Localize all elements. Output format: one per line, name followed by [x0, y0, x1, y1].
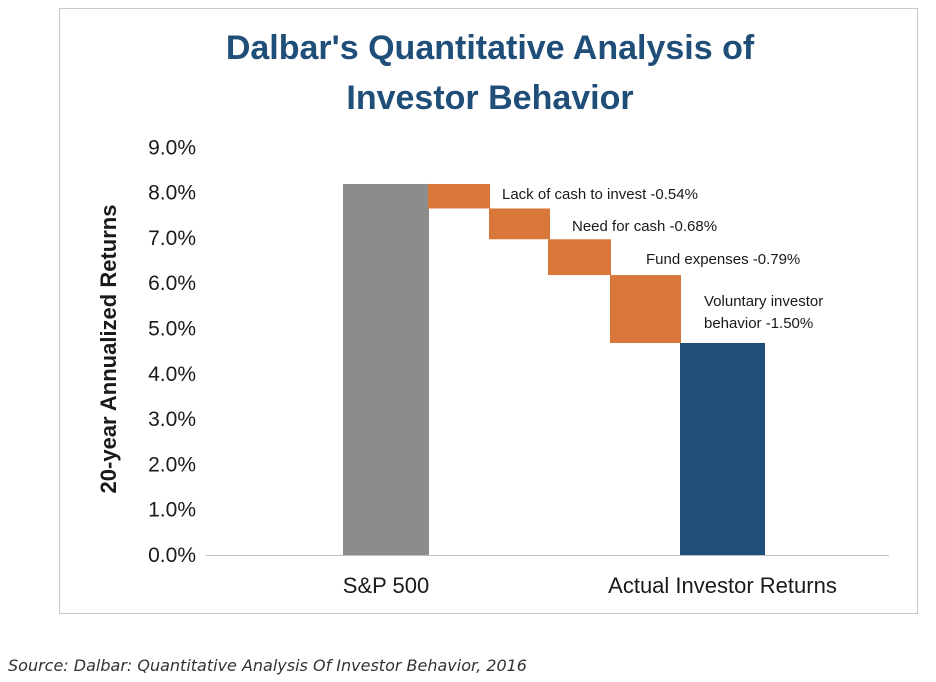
- source-note: Source: Dalbar: Quantitative Analysis Of…: [8, 656, 527, 675]
- y-axis-label: 20-year Annualized Returns: [96, 205, 121, 494]
- bar-step-1: [428, 183, 490, 209]
- x-category-label: S&P 500: [343, 573, 429, 598]
- step-label-3: Fund expenses -0.79%: [646, 251, 800, 268]
- chart-title-line-1: Dalbar's Quantitative Analysis of: [226, 29, 755, 67]
- y-tick-label: 7.0%: [148, 227, 196, 250]
- chart-title-line-2: Investor Behavior: [346, 79, 633, 117]
- y-tick-label: 4.0%: [148, 363, 196, 386]
- chart-frame: Dalbar's Quantitative Analysis of Investo…: [59, 8, 918, 614]
- y-tick-label: 2.0%: [148, 453, 196, 476]
- step-label-2: Need for cash -0.68%: [572, 218, 717, 235]
- bar-step-3: [548, 239, 611, 276]
- y-tick-label: 0.0%: [148, 544, 196, 567]
- step-label-1: Lack of cash to invest -0.54%: [502, 186, 698, 203]
- y-tick-label: 6.0%: [148, 272, 196, 295]
- chart-title: Dalbar's Quantitative Analysis of Investo…: [226, 29, 755, 117]
- bar-actual-investor-returns: [680, 342, 765, 555]
- bars: [343, 183, 765, 556]
- y-tick-label: 5.0%: [148, 318, 196, 341]
- y-axis-label-group: 20-year Annualized Returns: [96, 205, 121, 494]
- x-category-label: Actual Investor Returns: [608, 573, 837, 598]
- waterfall-chart: Dalbar's Quantitative Analysis of Investo…: [96, 29, 889, 598]
- y-tick-label: 1.0%: [148, 499, 196, 522]
- annotations: Lack of cash to invest -0.54% Need for ca…: [502, 186, 823, 332]
- bar-step-2: [489, 208, 550, 240]
- step-label-4-line-2: behavior -1.50%: [704, 315, 813, 332]
- x-axis-categories: S&P 500 Actual Investor Returns: [343, 573, 837, 598]
- y-tick-label: 9.0%: [148, 136, 196, 159]
- bar-step-4: [610, 275, 681, 343]
- y-axis-ticks: 0.0% 1.0% 2.0% 3.0% 4.0% 5.0% 6.0% 7.0% 8.0% 9.0%: [148, 136, 196, 567]
- step-label-4-line-1: Voluntary investor: [704, 293, 823, 310]
- bar-sp500: [343, 183, 429, 556]
- y-tick-label: 3.0%: [148, 408, 196, 431]
- y-tick-label: 8.0%: [148, 182, 196, 205]
